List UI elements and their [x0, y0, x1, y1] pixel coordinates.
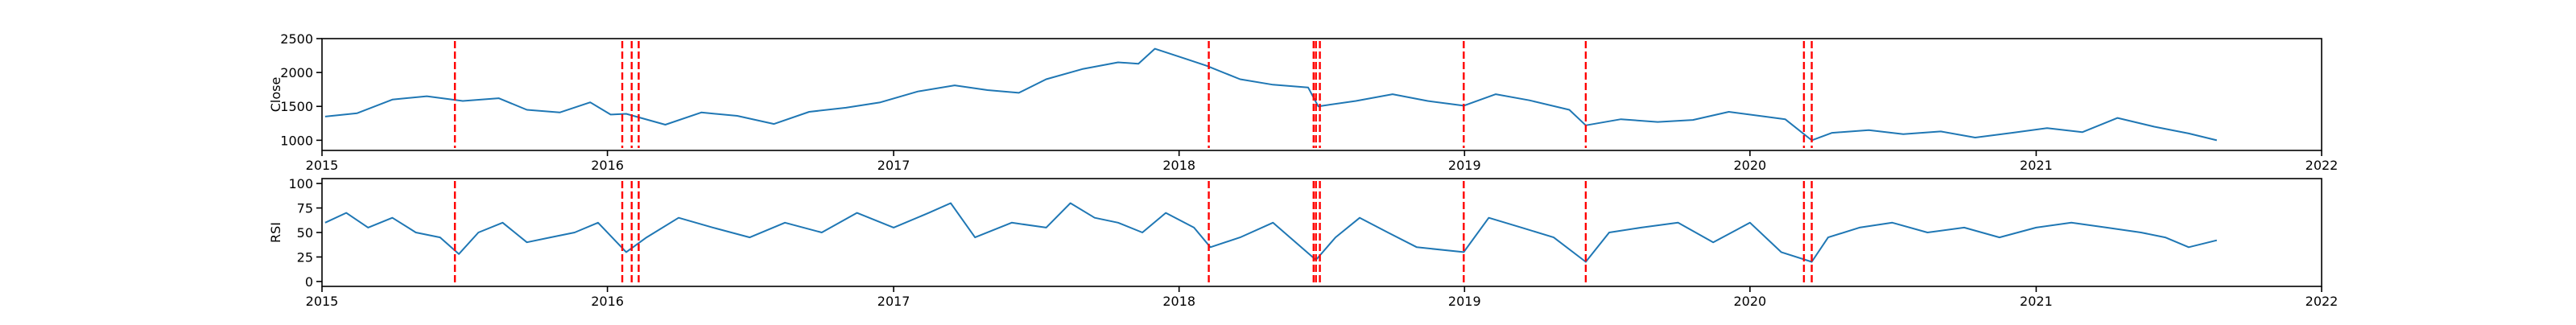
y-tick-label: 2000 [280, 65, 313, 80]
y-tick-label: 50 [297, 225, 313, 241]
x-tick-label: 2015 [306, 294, 339, 309]
x-tick-label: 2018 [1162, 158, 1195, 173]
x-tick-label: 2019 [1448, 294, 1481, 309]
series-line [324, 202, 2218, 263]
x-tick-label: 2021 [2020, 294, 2053, 309]
x-tick-label: 2016 [591, 294, 624, 309]
y-tick-label: 100 [288, 176, 313, 191]
x-tick-label: 2020 [1734, 294, 1767, 309]
y-tick-label: 1000 [280, 133, 313, 148]
y-tick-label: 2500 [280, 31, 313, 47]
x-tick-label: 2016 [591, 158, 624, 173]
y-tick-label: 0 [305, 274, 313, 290]
y-axis-label: RSI [268, 222, 283, 243]
x-tick-label: 2021 [2020, 158, 2053, 173]
x-tick-label: 2015 [306, 158, 339, 173]
x-tick-label: 2017 [877, 158, 910, 173]
y-tick-label: 1500 [280, 99, 313, 114]
y-tick-label: 25 [297, 249, 313, 265]
y-axis-label: Close [268, 77, 283, 113]
x-tick-label: 2020 [1734, 158, 1767, 173]
x-tick-label: 2022 [2306, 294, 2339, 309]
x-tick-label: 2017 [877, 294, 910, 309]
rsi-panel: 0 25 50 75 100 2015 2016 2017 2018 2019 2020 2021 20… [268, 176, 2338, 309]
x-tick-label: 2022 [2306, 158, 2339, 173]
close-price-panel: 1000 1500 2000 2500 2015 2016 2017 2018 2019 2020… [268, 31, 2338, 173]
y-tick-label: 75 [297, 201, 313, 216]
axes-frame [321, 38, 2322, 151]
series-line [324, 47, 2218, 142]
x-tick-label: 2019 [1448, 158, 1481, 173]
x-tick-label: 2018 [1162, 294, 1195, 309]
